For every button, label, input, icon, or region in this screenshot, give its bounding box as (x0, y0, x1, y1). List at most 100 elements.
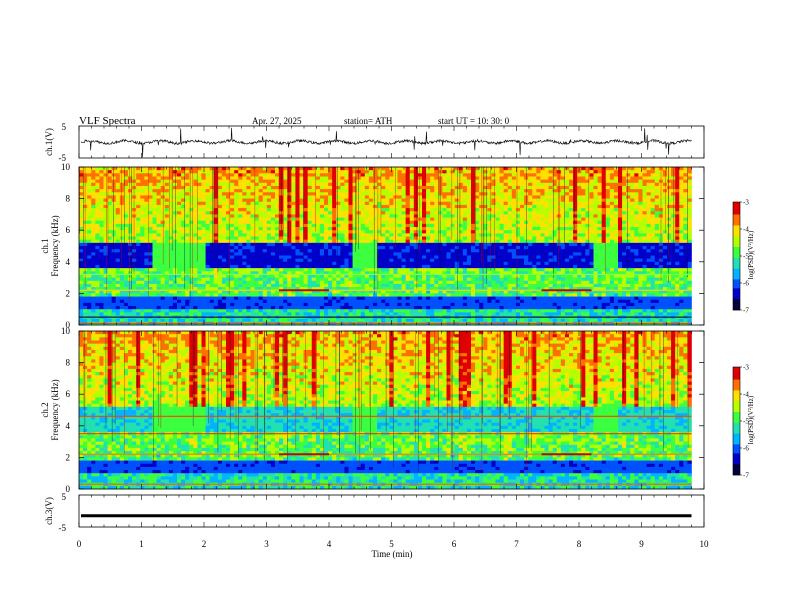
spectrogram-cell (434, 309, 438, 312)
spectrogram-cell (275, 180, 279, 183)
spectrogram-cell (148, 205, 152, 208)
spectrogram-cell (304, 319, 308, 322)
spectrogram-cell (148, 300, 152, 303)
spectrogram-cell (349, 167, 353, 170)
spectrogram-cell (344, 208, 348, 211)
spectrogram-cell (87, 255, 91, 258)
spectrogram-cell (357, 281, 361, 284)
spectrogram-cell (295, 230, 299, 233)
spectrogram-cell (426, 252, 430, 255)
spectrogram-cell (136, 186, 140, 189)
spectrogram-cell (153, 255, 157, 258)
spectrogram-cell (471, 233, 475, 236)
spectrogram-cell (108, 268, 112, 271)
spectrogram-cell (336, 309, 340, 312)
spectrogram-cell (406, 208, 410, 211)
spectrogram-cell (442, 255, 446, 258)
spectrogram-cell (246, 199, 250, 202)
spectrogram-cell (271, 240, 275, 243)
spectrogram-cell (120, 262, 124, 265)
spectrogram-cell (202, 186, 206, 189)
spectrogram-cell (99, 281, 103, 284)
spectrogram-cell (112, 227, 116, 230)
spectrogram-cell (430, 312, 434, 315)
spectrogram-cell (373, 293, 377, 296)
spectrogram-cell (398, 303, 402, 306)
spectrogram-cell (214, 265, 218, 268)
spectrogram-cell (463, 221, 467, 224)
spectrogram-cell (234, 262, 238, 265)
spectrogram-cell (414, 303, 418, 306)
spectrogram-cell (108, 224, 112, 227)
spectrogram-cell (242, 309, 246, 312)
spectrogram-cell (475, 312, 479, 315)
spectrogram-cell (459, 233, 463, 236)
spectrogram-cell (398, 297, 402, 300)
spectrogram-cell (238, 240, 242, 243)
spectrogram-cell (475, 281, 479, 284)
spectrogram-cell (202, 240, 206, 243)
spectrogram-cell (95, 186, 99, 189)
spectrogram-cell (91, 306, 95, 309)
spectrogram-cell (271, 243, 275, 246)
spectrogram-cell (263, 240, 267, 243)
spectrogram-cell (148, 265, 152, 268)
spectrogram-cell (434, 189, 438, 192)
spectrogram-cell (336, 293, 340, 296)
spectrogram-cell (471, 284, 475, 287)
spectrogram-cell (426, 186, 430, 189)
spectrogram-cell (295, 173, 299, 176)
spectrogram-cell (438, 259, 442, 262)
spectrogram-cell (116, 262, 120, 265)
spectrogram-cell (344, 202, 348, 205)
spectrogram-cell (83, 293, 87, 296)
spectrogram-cell (222, 246, 226, 249)
spectrogram-cell (365, 211, 369, 214)
spectrogram-cell (422, 265, 426, 268)
spectrogram-cell (349, 319, 353, 322)
spectrogram-cell (463, 303, 467, 306)
spectrogram-cell (271, 192, 275, 195)
spectrogram-cell (381, 183, 385, 186)
spectrogram-cell (226, 195, 230, 198)
spectrogram-cell (369, 173, 373, 176)
spectrogram-cell (320, 189, 324, 192)
spectrogram-cell (193, 319, 197, 322)
spectrogram-cell (185, 176, 189, 179)
spectrogram-cell (414, 306, 418, 309)
spectrogram-cell (104, 246, 108, 249)
spectrogram-cell (291, 173, 295, 176)
spectrogram-cell (365, 167, 369, 170)
spectrogram-cell (173, 309, 177, 312)
spectrogram-cell (91, 246, 95, 249)
spectrogram-cell (459, 227, 463, 230)
spectrogram-cell (234, 183, 238, 186)
spectrogram-cell (463, 227, 467, 230)
spectrogram-cell (140, 237, 144, 240)
spectrogram-cell (185, 205, 189, 208)
spectrogram-cell (153, 300, 157, 303)
spectrogram-cell (414, 252, 418, 255)
spectrogram-cell (251, 221, 255, 224)
spectrogram-cell (218, 278, 222, 281)
spectrogram-cell (308, 303, 312, 306)
spectrogram-cell (255, 293, 259, 296)
spectrogram-cell (475, 268, 479, 271)
spectrogram-cell (422, 259, 426, 262)
spectrogram-cell (214, 214, 218, 217)
spectrogram-cell (438, 319, 442, 322)
spectrogram-cell (214, 246, 218, 249)
spectrogram-cell (259, 208, 263, 211)
spectrogram-cell (340, 278, 344, 281)
spectrogram-cell (406, 300, 410, 303)
spectrogram-cell (246, 281, 250, 284)
spectrogram-cell (361, 186, 365, 189)
spectrogram-cell (434, 293, 438, 296)
spectrogram-cell (451, 246, 455, 249)
spectrogram-cell (165, 180, 169, 183)
spectrogram-cell (442, 306, 446, 309)
spectrogram-cell (451, 306, 455, 309)
spectrogram-cell (144, 240, 148, 243)
spectrogram-cell (226, 180, 230, 183)
spectrogram-cell (279, 249, 283, 252)
